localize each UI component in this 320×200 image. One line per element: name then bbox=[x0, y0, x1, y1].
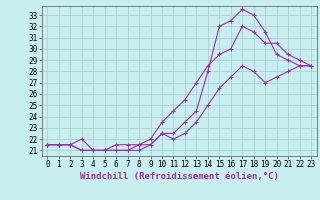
X-axis label: Windchill (Refroidissement éolien,°C): Windchill (Refroidissement éolien,°C) bbox=[80, 172, 279, 181]
